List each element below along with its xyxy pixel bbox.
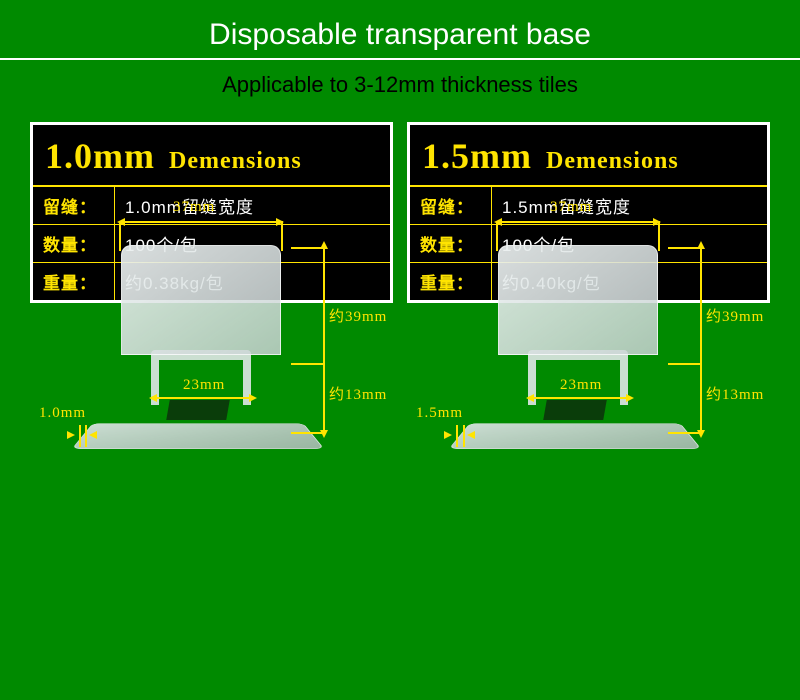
dim-line [291, 363, 325, 365]
dim-top-width: 37mm [550, 199, 592, 216]
spec-key: 重量： [33, 263, 115, 300]
arrow-icon [626, 394, 634, 402]
dim-line [496, 221, 498, 251]
dim-line [155, 397, 251, 399]
dim-top-width: 37mm [173, 199, 215, 216]
dim-line [123, 221, 278, 223]
arrow-icon [249, 394, 257, 402]
clip-illustration [113, 245, 293, 465]
arrow-icon [467, 431, 475, 439]
spec-key: 数量： [410, 225, 492, 263]
dim-line [532, 397, 628, 399]
dim-gap: 1.0mm [39, 405, 86, 422]
panel-head: 1.0mm Demensions [33, 125, 390, 185]
dim-height-full: 约39mm [329, 305, 387, 326]
clip-tab [498, 245, 658, 355]
dim-line [291, 432, 325, 434]
clip-base [449, 423, 702, 449]
size-value: 1.0mm [45, 135, 155, 177]
dim-line [323, 247, 325, 432]
arrow-icon [276, 218, 284, 226]
arrow-icon [149, 394, 157, 402]
dim-gap: 1.5mm [416, 405, 463, 422]
dimensions-label: Demensions [169, 148, 302, 175]
arrow-icon [444, 431, 452, 439]
panels-row: 1.0mm Demensions 37mm 约39mm [0, 122, 800, 303]
dim-line [463, 425, 465, 447]
page-subtitle: Applicable to 3-12mm thickness tiles [0, 60, 800, 114]
header: Disposable transparent base Applicable t… [0, 0, 800, 122]
size-value: 1.5mm [422, 135, 532, 177]
page-title: Disposable transparent base [0, 18, 800, 52]
dim-line [79, 425, 81, 447]
dim-height-base: 约13mm [706, 383, 764, 404]
spec-key: 留缝： [33, 187, 115, 225]
dim-line [85, 425, 87, 447]
arrow-icon [653, 218, 661, 226]
dim-line [658, 221, 660, 251]
dimensions-label: Demensions [546, 148, 679, 175]
dim-line [668, 363, 702, 365]
panel-head: 1.5mm Demensions [410, 125, 767, 185]
spec-val: 1.5mm留缝宽度 [492, 187, 767, 225]
dim-line [700, 247, 702, 432]
arrow-icon [526, 394, 534, 402]
spec-panel-1: 1.5mm Demensions 37mm 约39mm 约13mm [407, 122, 770, 303]
clip-base [72, 423, 325, 449]
dim-line [456, 425, 458, 447]
dim-height-base: 约13mm [329, 383, 387, 404]
spec-panel-0: 1.0mm Demensions 37mm 约39mm [30, 122, 393, 303]
arrow-icon [89, 431, 97, 439]
spec-key: 留缝： [410, 187, 492, 225]
dim-height-full: 约39mm [706, 305, 764, 326]
dim-line [119, 221, 121, 251]
dim-neck-width: 23mm [183, 377, 225, 394]
dim-line [500, 221, 655, 223]
spec-val: 1.0mm留缝宽度 [115, 187, 390, 225]
dim-neck-width: 23mm [560, 377, 602, 394]
dim-line [281, 221, 283, 251]
clip-illustration [490, 245, 670, 465]
spec-key: 数量： [33, 225, 115, 263]
dim-line [291, 247, 325, 249]
dim-line [668, 247, 702, 249]
dim-line [668, 432, 702, 434]
spec-key: 重量： [410, 263, 492, 300]
arrow-icon [67, 431, 75, 439]
clip-tab [121, 245, 281, 355]
